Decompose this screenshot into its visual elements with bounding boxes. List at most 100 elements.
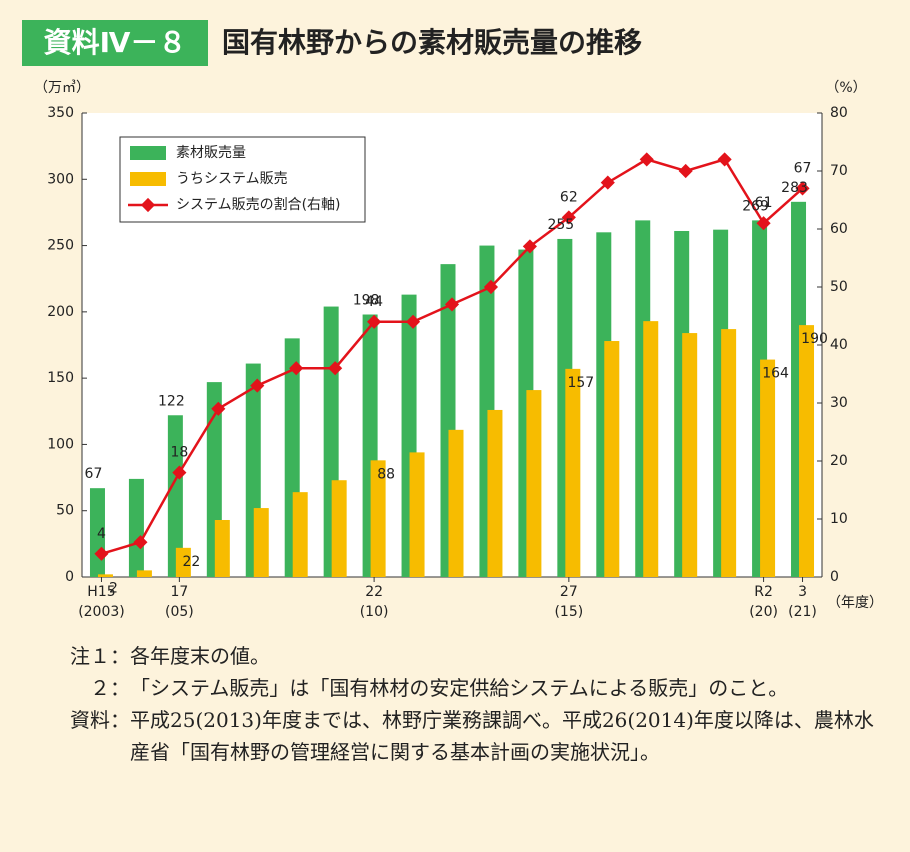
value-label: 67 — [794, 160, 812, 176]
y2-tick-label: 60 — [830, 221, 848, 237]
y2-tick-label: 70 — [830, 163, 848, 179]
y2-tick-label: 40 — [830, 337, 848, 353]
x-tick-year: (10) — [360, 604, 389, 620]
value-label: 122 — [158, 393, 185, 409]
bar — [799, 325, 815, 577]
value-label: 269 — [742, 198, 769, 214]
legend-swatch — [130, 172, 166, 186]
y2-tick-label: 80 — [830, 105, 848, 121]
value-label: 190 — [801, 331, 828, 347]
line-marker — [639, 152, 654, 167]
bar — [128, 478, 144, 577]
bar — [409, 452, 425, 577]
y-tick-label: 200 — [47, 304, 74, 320]
bar — [167, 415, 183, 577]
line-marker — [756, 216, 771, 231]
value-label: 44 — [365, 294, 383, 310]
y-tick-label: 50 — [56, 503, 74, 519]
line-marker — [522, 239, 537, 254]
bar — [604, 341, 620, 577]
y-tick-label: 350 — [47, 105, 74, 121]
value-label: 157 — [567, 375, 594, 391]
y2-tick-label: 20 — [830, 453, 848, 469]
value-label: 67 — [85, 466, 103, 482]
bar — [448, 429, 464, 577]
bar — [97, 574, 113, 577]
note-text: 平成25(2013)年度までは、林野庁業務課調べ。平成26(2014)年度以降は… — [130, 708, 874, 764]
y2-tick-label: 30 — [830, 395, 848, 411]
y2-tick-label: 10 — [830, 511, 848, 527]
line-marker — [678, 163, 693, 179]
y2-unit: （%） — [825, 80, 866, 96]
x-tick-year: (20) — [749, 604, 778, 620]
value-label: 4 — [97, 526, 106, 542]
bar — [682, 333, 698, 577]
value-label: 283 — [781, 180, 808, 196]
x-tick-label: H15 — [87, 584, 115, 600]
note-label: 資料： — [70, 708, 130, 732]
x-tick-year: (15) — [554, 604, 583, 620]
bar — [760, 359, 776, 577]
value-label: 88 — [377, 466, 395, 482]
legend-label: システム販売の割合(右軸) — [176, 196, 341, 213]
y-tick-label: 0 — [65, 569, 74, 585]
legend-swatch — [130, 146, 166, 160]
bar — [214, 519, 230, 577]
x-tick-year: (21) — [788, 604, 817, 620]
note-text: 各年度末の値。 — [130, 644, 270, 668]
x-tick-label: 22 — [365, 584, 383, 600]
y-tick-label: 300 — [47, 171, 74, 187]
line-marker — [600, 175, 615, 190]
bar — [643, 321, 659, 577]
bar — [253, 508, 269, 577]
bar — [175, 547, 191, 577]
line-marker — [172, 465, 187, 480]
x-tick-label: 27 — [560, 584, 578, 600]
bar — [565, 368, 581, 577]
note: 注１： 各年度末の値。 — [22, 640, 892, 672]
bar — [331, 480, 347, 577]
legend-label: うちシステム販売 — [176, 171, 288, 187]
value-label: 164 — [762, 366, 789, 382]
note-text: 「システム販売」は「国有林材の安定供給システムによる販売」のこと。 — [130, 676, 789, 700]
badge-bg — [22, 20, 208, 66]
bar — [136, 570, 152, 577]
bar — [526, 390, 542, 577]
line-marker — [444, 297, 460, 312]
value-label: 22 — [182, 554, 200, 570]
value-label: 61 — [755, 195, 773, 211]
line-marker — [289, 361, 304, 376]
chart-title: 国有林野からの素材販売量の推移 — [222, 26, 642, 59]
note: ２： 「システム販売」は「国有林材の安定供給システムによる販売」のこと。 — [22, 672, 892, 704]
notes: 注１： 各年度末の値。 ２： 「システム販売」は「国有林材の安定供給システムによる販売… — [22, 640, 892, 768]
line-marker — [94, 546, 109, 561]
line-marker — [367, 314, 382, 329]
bar — [721, 329, 737, 577]
chart: 資料Ⅳ－８ 国有林野からの素材販売量の推移 （万㎥） （%） （年度） 0 50 1… — [22, 20, 883, 620]
badge: 資料Ⅳ－８ — [44, 26, 187, 59]
note-label: 注１： — [70, 644, 130, 668]
y-tick-label: 150 — [47, 370, 74, 386]
line-marker — [328, 361, 343, 376]
line-marker — [133, 535, 148, 550]
y2-tick-label: 0 — [830, 569, 839, 585]
line-marker — [211, 401, 226, 416]
line-marker — [717, 152, 732, 167]
value-label: 62 — [560, 189, 578, 205]
y-unit: （万㎥） — [34, 80, 90, 96]
y2-tick-label: 50 — [830, 279, 848, 295]
value-label: 2 — [109, 580, 118, 596]
value-label: 18 — [170, 445, 188, 461]
y-tick-label: 250 — [47, 238, 74, 254]
line-marker — [561, 210, 576, 225]
legend-label: 素材販売量 — [176, 145, 246, 161]
note: 資料： 平成25(2013)年度までは、林野庁業務課調べ。平成26(2014)年度… — [22, 704, 892, 768]
value-label: 255 — [547, 217, 574, 233]
line-marker — [250, 378, 265, 393]
x-tick-year: (2003) — [78, 604, 125, 620]
bar — [487, 409, 503, 577]
x-tick-year: (05) — [165, 604, 194, 620]
x-unit: （年度） — [827, 595, 883, 611]
y-tick-label: 100 — [47, 436, 74, 452]
